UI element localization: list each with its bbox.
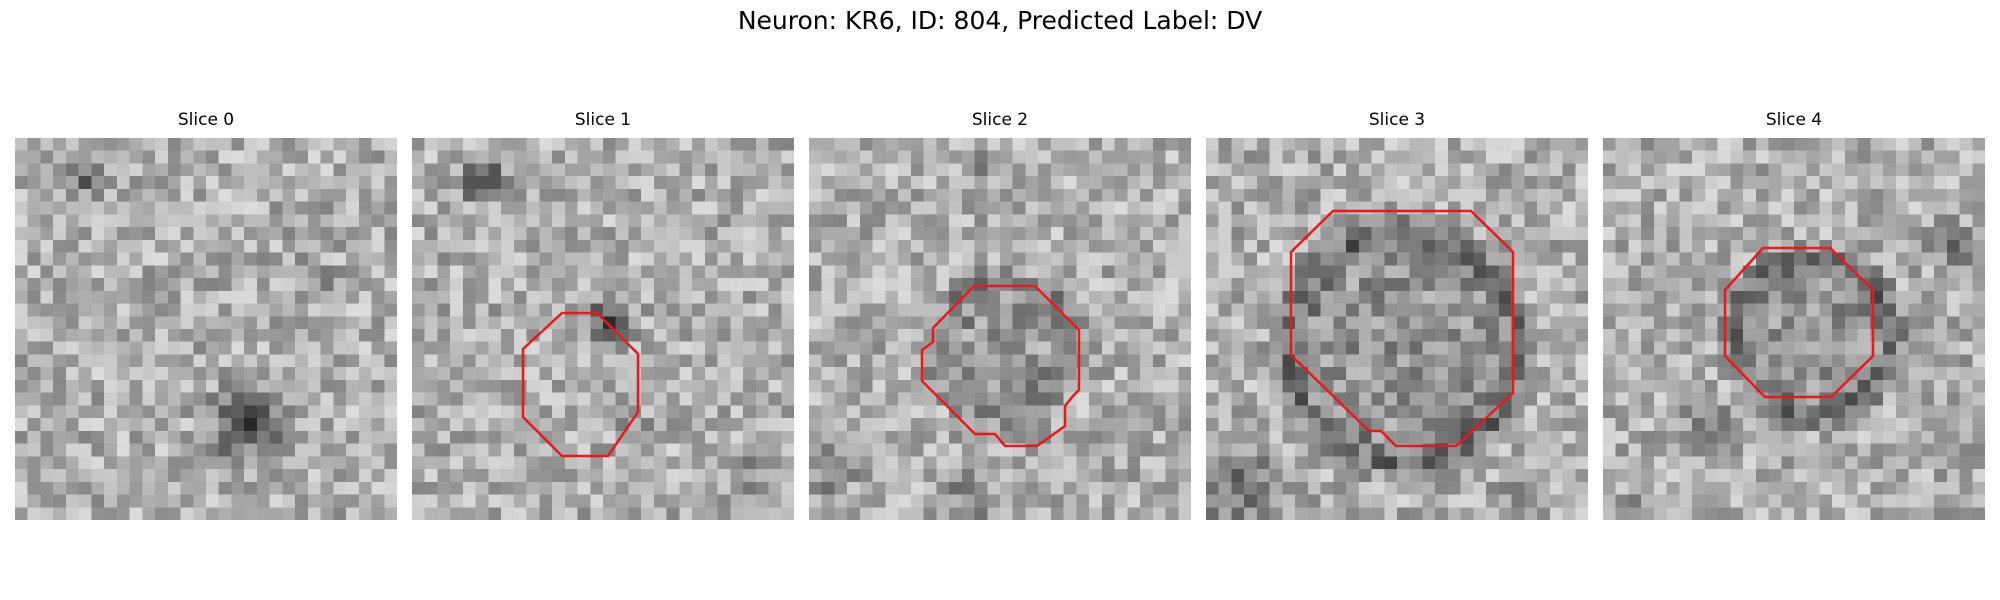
- slice-image-frame: [15, 138, 397, 520]
- slice-title: Slice 1: [574, 110, 632, 130]
- slice-image: [1603, 138, 1985, 520]
- slice-title: Slice 3: [1368, 110, 1426, 130]
- roi-contour-overlay: [920, 284, 1081, 448]
- slice-image-frame: [412, 138, 794, 520]
- figure-title: Neuron: KR6, ID: 804, Predicted Label: D…: [737, 6, 1263, 35]
- roi-contour: [1289, 209, 1515, 448]
- slice-image: [809, 138, 1191, 520]
- slice-title: Slice 0: [177, 110, 235, 130]
- roi-contour-overlay: [521, 311, 640, 458]
- slice-image: [15, 138, 397, 520]
- slice-panel-1: Slice 1: [412, 108, 794, 520]
- slice-image-frame: [1603, 138, 1985, 520]
- slice-panel-4: Slice 4: [1603, 108, 1985, 520]
- slice-image: [1206, 138, 1588, 520]
- slice-panel-3: Slice 3: [1206, 108, 1588, 520]
- roi-contour: [1723, 246, 1875, 399]
- slice-panel-2: Slice 2: [809, 108, 1191, 520]
- roi-contour: [920, 284, 1081, 448]
- roi-contour-overlay: [1723, 246, 1875, 399]
- slice-title: Slice 2: [971, 110, 1029, 130]
- slice-image-frame: [809, 138, 1191, 520]
- slice-panel-0: Slice 0: [15, 108, 397, 520]
- roi-contour-overlay: [1289, 209, 1515, 448]
- roi-contour: [521, 311, 640, 458]
- slice-image-frame: [1206, 138, 1588, 520]
- slice-title: Slice 4: [1765, 110, 1823, 130]
